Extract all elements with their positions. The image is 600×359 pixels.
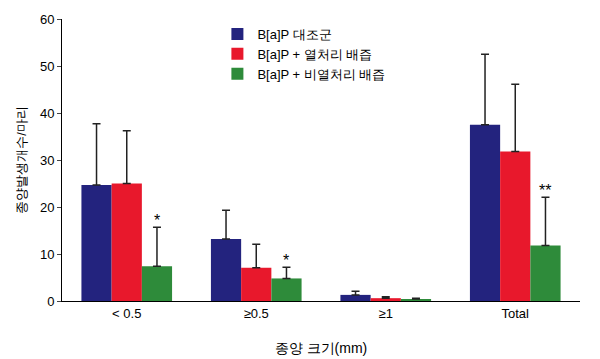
svg-text:60: 60 — [40, 12, 54, 27]
svg-text:*: * — [154, 212, 160, 229]
svg-text:≥1: ≥1 — [379, 306, 393, 321]
svg-text:Total: Total — [502, 306, 530, 321]
svg-text:*: * — [283, 252, 289, 269]
svg-text:종양 크기(mm): 종양 크기(mm) — [275, 340, 368, 356]
svg-text:B[a]P + 열처리 배즙: B[a]P + 열처리 배즙 — [257, 47, 372, 62]
svg-text:B[a]P + 비열처리 배즙: B[a]P + 비열처리 배즙 — [257, 67, 385, 82]
svg-text:30: 30 — [40, 153, 54, 168]
svg-text:10: 10 — [40, 247, 54, 262]
svg-text:≥0.5: ≥0.5 — [244, 306, 269, 321]
svg-text:종양발생개수/마리: 종양발생개수/마리 — [14, 106, 29, 214]
svg-text:B[a]P 대조군: B[a]P 대조군 — [257, 27, 331, 42]
svg-text:0: 0 — [47, 294, 54, 309]
svg-text:40: 40 — [40, 106, 54, 121]
svg-text:< 0.5: < 0.5 — [112, 306, 141, 321]
svg-text:50: 50 — [40, 59, 54, 74]
svg-text:**: ** — [539, 182, 551, 199]
svg-text:20: 20 — [40, 200, 54, 215]
